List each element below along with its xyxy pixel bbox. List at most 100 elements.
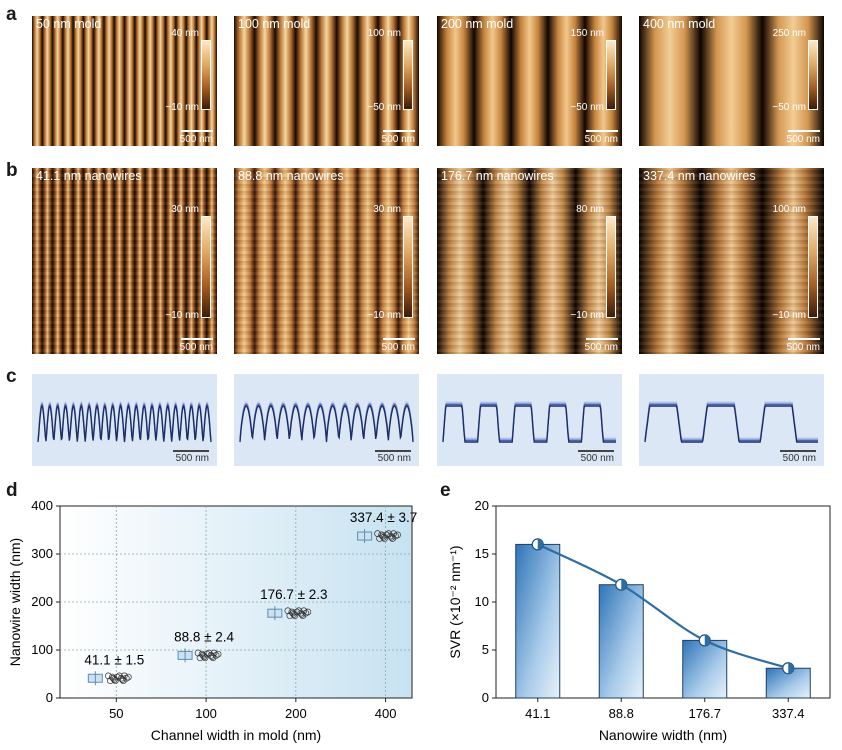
x-tick-label: 337.4 bbox=[772, 706, 805, 721]
data-point bbox=[119, 677, 127, 685]
scale-bar-label: 500 nm bbox=[786, 134, 820, 145]
scale-bar-label: 500 nm bbox=[584, 342, 618, 353]
profile-plot bbox=[37, 400, 212, 443]
panel-label-d: d bbox=[6, 480, 18, 501]
tile-title: 100 nm mold bbox=[238, 17, 311, 31]
afm-texture bbox=[639, 168, 824, 354]
data-point bbox=[286, 612, 294, 619]
chart-e-ylabel: SVR (×10⁻² nm⁻¹) bbox=[447, 545, 463, 658]
scale-bar-label: 500 nm bbox=[179, 342, 213, 353]
profile-trace bbox=[644, 404, 818, 442]
x-tick-label: 50 bbox=[109, 706, 123, 721]
y-tick-label: 300 bbox=[31, 546, 53, 561]
data-point bbox=[295, 607, 303, 615]
y-tick-label: 400 bbox=[31, 498, 53, 513]
colorbar bbox=[201, 40, 211, 110]
scale-bar bbox=[780, 450, 816, 452]
afm-texture bbox=[437, 168, 622, 354]
profile-trace bbox=[239, 405, 414, 443]
y-tick-label: 5 bbox=[482, 642, 489, 657]
scale-bar-label: 500 nm bbox=[584, 134, 618, 145]
value-annotation: 337.4 ± 3.7 bbox=[350, 510, 417, 525]
svr-point-fill bbox=[537, 538, 544, 550]
data-point bbox=[106, 677, 114, 685]
data-point bbox=[389, 535, 396, 542]
scale-bar-label: 500 nm bbox=[381, 342, 415, 353]
x-tick-label: 400 bbox=[375, 706, 397, 721]
scale-bar bbox=[375, 450, 411, 452]
data-point bbox=[304, 608, 312, 616]
afm-tile-a-1: 50 nm mold 40 nm −10 nm 500 nm bbox=[32, 16, 217, 146]
colorbar-min-label: −50 nm bbox=[772, 102, 806, 113]
scale-bar-label: 500 nm bbox=[580, 453, 614, 464]
afm-texture bbox=[234, 168, 419, 354]
chart-d-nanowire-width: 0 100 200 300 400 50 41.1 ± 1.5 100 88.8 ± 2.4 20… bbox=[7, 498, 417, 743]
svr-bar bbox=[515, 543, 561, 699]
colorbar bbox=[201, 216, 211, 318]
profile-panel-1: 500 nm bbox=[32, 374, 217, 466]
data-point bbox=[205, 649, 213, 657]
data-point bbox=[196, 654, 204, 662]
panel-label-e: e bbox=[440, 480, 451, 501]
profile-trace bbox=[644, 402, 818, 440]
colorbar-max-label: 250 nm bbox=[772, 28, 806, 39]
colorbar-min-label: −50 nm bbox=[367, 102, 401, 113]
profile-plot bbox=[239, 401, 414, 443]
scale-bar bbox=[181, 338, 213, 340]
colorbar-min-label: −10 nm bbox=[772, 310, 806, 321]
afm-tile-b-1: 41.1 nm nanowires 30 nm −10 nm 500 nm bbox=[32, 168, 217, 354]
afm-tile-b-3: 176.7 nm nanowires 80 nm −10 nm 500 nm bbox=[437, 168, 622, 354]
data-point bbox=[387, 532, 394, 540]
data-point bbox=[299, 612, 307, 619]
y-tick-label: 0 bbox=[46, 690, 53, 705]
data-point bbox=[297, 609, 305, 617]
x-tick-label: 176.7 bbox=[688, 706, 721, 721]
svr-point-fill bbox=[621, 579, 627, 591]
x-tick-label: 100 bbox=[195, 706, 217, 721]
chart-d-xlabel: Channel width in mold (nm) bbox=[151, 727, 321, 743]
data-point bbox=[214, 650, 222, 658]
profile-trace bbox=[644, 401, 818, 439]
tile-title: 400 nm mold bbox=[643, 17, 716, 31]
scale-bar bbox=[181, 130, 213, 132]
svr-trend-line bbox=[537, 543, 789, 670]
svr-bar bbox=[682, 639, 728, 699]
y-tick-label: 15 bbox=[475, 546, 489, 561]
value-annotation: 176.7 ± 2.3 bbox=[260, 587, 327, 602]
afm-tile-a-4: 400 nm mold 250 nm −50 nm 500 nm bbox=[639, 16, 824, 146]
colorbar-min-label: −50 nm bbox=[570, 102, 604, 113]
panel-label-c: c bbox=[6, 366, 17, 387]
profile-panel-3: 500 nm bbox=[437, 374, 622, 466]
data-point bbox=[385, 530, 392, 537]
scale-bar bbox=[383, 130, 415, 132]
colorbar bbox=[606, 216, 616, 318]
scale-bar-label: 500 nm bbox=[786, 342, 820, 353]
scale-bar-label: 500 nm bbox=[782, 453, 816, 464]
scale-bar bbox=[586, 130, 618, 132]
colorbar bbox=[606, 40, 616, 110]
colorbar-min-label: −10 nm bbox=[367, 310, 401, 321]
y-tick-label: 0 bbox=[482, 690, 489, 705]
svr-bar bbox=[598, 584, 644, 699]
scale-bar-label: 500 nm bbox=[381, 134, 415, 145]
tile-title: 88.8 nm nanowires bbox=[238, 169, 344, 183]
scale-bar bbox=[586, 338, 618, 340]
colorbar-max-label: 30 nm bbox=[373, 204, 401, 215]
colorbar bbox=[808, 216, 818, 318]
x-tick-label: 41.1 bbox=[525, 706, 550, 721]
data-point bbox=[290, 611, 298, 618]
data-point bbox=[376, 535, 383, 542]
chart-e-svr: 0 5 10 15 20 41.1 88.8 176.7 337.4 Nanowire widt… bbox=[447, 498, 831, 743]
colorbar-max-label: 100 nm bbox=[367, 28, 401, 39]
value-annotation: 41.1 ± 1.5 bbox=[84, 652, 144, 667]
profile-trace bbox=[644, 405, 818, 443]
profile-trace bbox=[442, 401, 616, 439]
tile-title: 176.7 nm nanowires bbox=[441, 169, 554, 183]
data-point bbox=[110, 676, 118, 683]
profile-trace bbox=[442, 402, 616, 440]
colorbar-max-label: 100 nm bbox=[772, 204, 806, 215]
colorbar-max-label: 80 nm bbox=[576, 204, 604, 215]
svr-point-fill bbox=[788, 662, 794, 674]
chart-d-ylabel: Nanowire width (nm) bbox=[7, 538, 23, 666]
scale-bar bbox=[578, 450, 614, 452]
